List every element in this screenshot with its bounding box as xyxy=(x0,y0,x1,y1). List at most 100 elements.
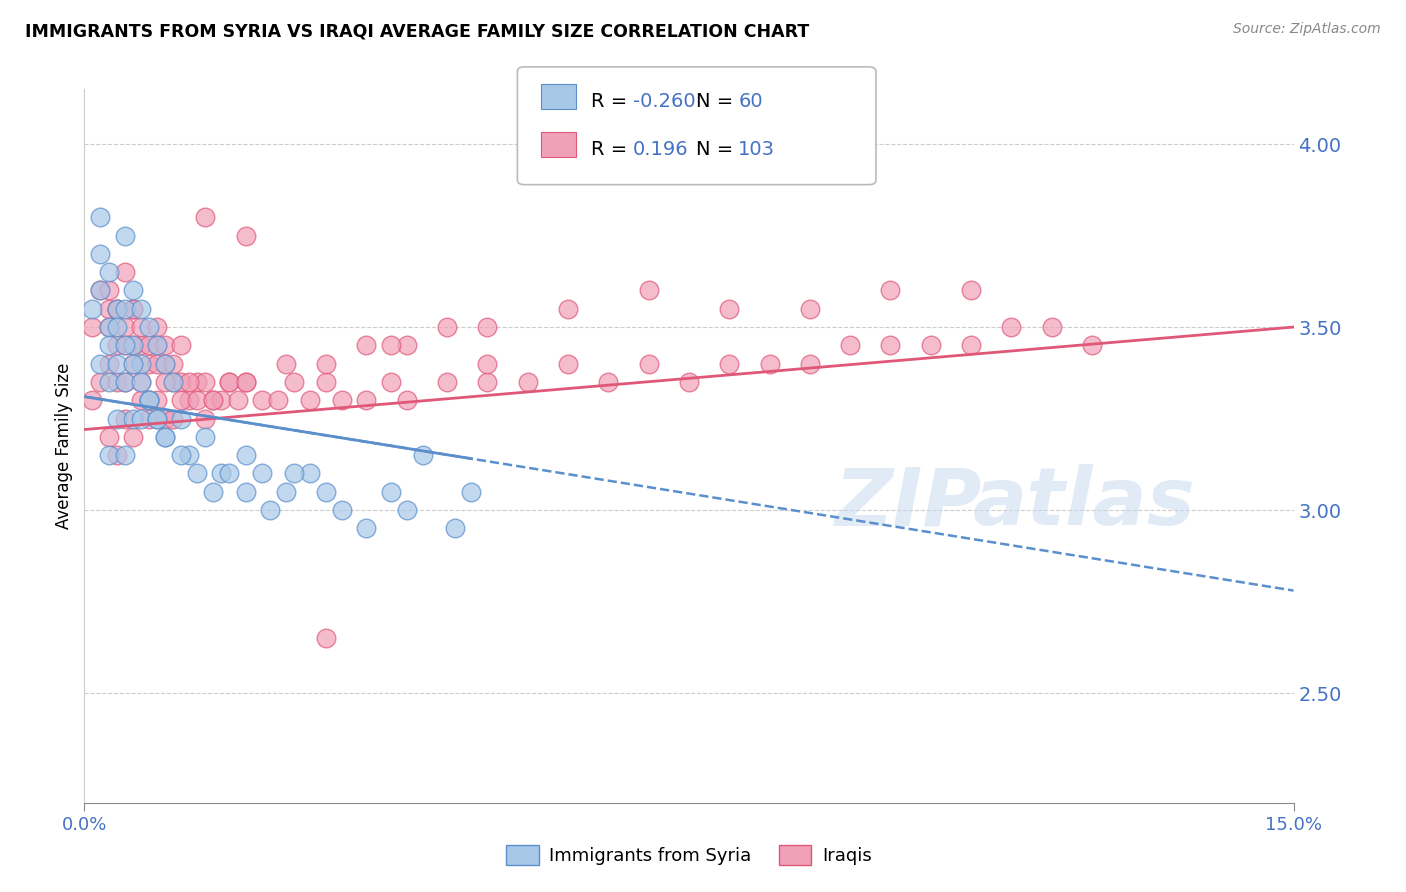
Point xyxy=(153,411,176,425)
Point xyxy=(138,411,160,425)
Point xyxy=(718,357,741,371)
Point xyxy=(121,357,143,371)
Point xyxy=(105,320,128,334)
Point xyxy=(218,375,240,389)
Point xyxy=(202,393,225,408)
Point xyxy=(879,284,901,298)
Point xyxy=(412,448,434,462)
Point xyxy=(97,320,120,334)
Text: 0.196: 0.196 xyxy=(633,140,689,159)
Point xyxy=(121,338,143,352)
Point xyxy=(179,448,201,462)
Point xyxy=(153,430,176,444)
Point xyxy=(146,357,169,371)
Point xyxy=(209,393,232,408)
Point xyxy=(235,484,257,499)
Point xyxy=(637,357,659,371)
Point xyxy=(121,411,143,425)
Point xyxy=(315,357,337,371)
Point xyxy=(129,393,152,408)
Point xyxy=(105,448,128,462)
Point xyxy=(598,375,620,389)
Point xyxy=(129,375,152,389)
Point xyxy=(839,338,862,352)
Point xyxy=(82,301,104,316)
Point xyxy=(758,357,780,371)
Point xyxy=(218,375,240,389)
Point xyxy=(170,393,193,408)
Point xyxy=(380,484,402,499)
Point xyxy=(129,411,152,425)
Point xyxy=(97,320,120,334)
Point xyxy=(105,375,128,389)
Point xyxy=(194,411,217,425)
Point xyxy=(799,301,821,316)
Y-axis label: Average Family Size: Average Family Size xyxy=(55,363,73,529)
Point xyxy=(129,301,152,316)
Point xyxy=(226,393,249,408)
Point xyxy=(146,411,169,425)
Point xyxy=(960,284,983,298)
Point xyxy=(162,357,184,371)
Point xyxy=(114,411,136,425)
Point xyxy=(138,357,160,371)
Point xyxy=(114,448,136,462)
Point xyxy=(315,631,337,645)
Point xyxy=(138,320,160,334)
Point xyxy=(121,301,143,316)
Point xyxy=(114,375,136,389)
Point xyxy=(114,375,136,389)
Point xyxy=(380,338,402,352)
Point xyxy=(209,467,232,481)
Point xyxy=(146,320,169,334)
Point xyxy=(299,467,322,481)
Text: N =: N = xyxy=(696,140,733,159)
Point xyxy=(170,411,193,425)
Point xyxy=(129,320,152,334)
Point xyxy=(299,393,322,408)
Point xyxy=(121,338,143,352)
Point xyxy=(202,393,225,408)
Point xyxy=(235,375,257,389)
Text: R =: R = xyxy=(591,92,627,111)
Point xyxy=(121,357,143,371)
Point xyxy=(97,265,120,279)
Point xyxy=(274,357,297,371)
Point xyxy=(97,338,120,352)
Point xyxy=(186,375,208,389)
Point xyxy=(170,448,193,462)
Point xyxy=(114,301,136,316)
Point xyxy=(194,375,217,389)
Point xyxy=(105,338,128,352)
Point xyxy=(129,375,152,389)
Point xyxy=(97,448,120,462)
Point xyxy=(194,211,217,225)
Point xyxy=(170,338,193,352)
Point xyxy=(250,467,273,481)
Point xyxy=(153,357,176,371)
Text: 103: 103 xyxy=(738,140,775,159)
Point xyxy=(153,375,176,389)
Point xyxy=(557,357,579,371)
Point xyxy=(89,247,111,261)
Point xyxy=(97,284,120,298)
Point xyxy=(146,411,169,425)
Point xyxy=(114,265,136,279)
Point xyxy=(235,375,257,389)
Legend: Immigrants from Syria, Iraqis: Immigrants from Syria, Iraqis xyxy=(499,838,879,872)
Point xyxy=(330,393,353,408)
Point xyxy=(153,338,176,352)
Point xyxy=(259,503,281,517)
Point xyxy=(267,393,290,408)
Point xyxy=(89,211,111,225)
Point xyxy=(395,393,418,408)
Point xyxy=(235,448,257,462)
Point xyxy=(315,375,337,389)
Point xyxy=(146,338,169,352)
Point xyxy=(718,301,741,316)
Point xyxy=(105,301,128,316)
Point xyxy=(97,375,120,389)
Point xyxy=(436,375,458,389)
Text: 60: 60 xyxy=(738,92,763,111)
Point xyxy=(97,357,120,371)
